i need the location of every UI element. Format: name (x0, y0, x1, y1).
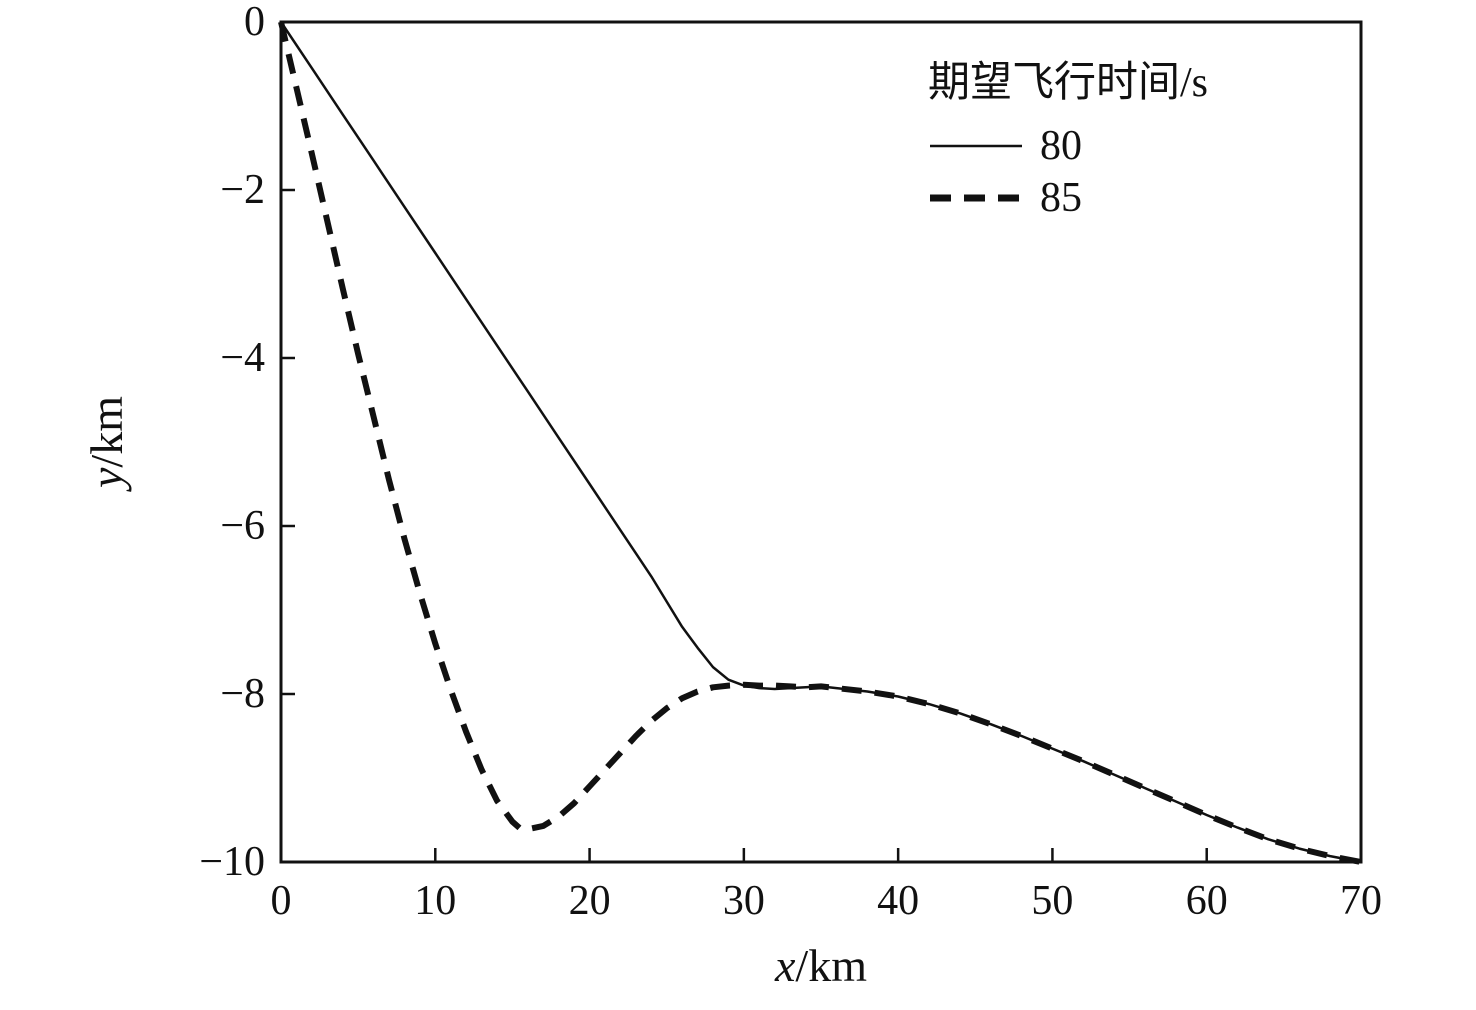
legend-title: 期望飞行时间/s (928, 60, 1209, 106)
legend-entry-label: 80 (1040, 123, 1082, 170)
y-tick-label: −8 (220, 671, 265, 717)
x-axis-label-unit: /km (795, 940, 867, 991)
y-tick-label: −4 (220, 335, 265, 381)
y-tick-label: −6 (220, 503, 265, 549)
legend-entry-solid: 80 (928, 120, 1208, 172)
y-axis-label-unit: /km (81, 396, 132, 468)
y-tick-label: −2 (220, 167, 265, 213)
series-line-85 (278, 21, 1362, 865)
legend-entry-dashed: 85 (928, 172, 1208, 224)
y-tick-label: −10 (199, 839, 265, 885)
legend: 期望飞行时间/s 80 85 (928, 60, 1208, 224)
x-tick-label: 40 (877, 878, 920, 924)
x-tick-label: 0 (270, 878, 292, 924)
x-tick-label: 10 (414, 878, 457, 924)
y-axis-label-variable: y (81, 467, 132, 488)
x-axis-label-variable: x (775, 940, 796, 991)
x-tick-label: 70 (1340, 878, 1382, 924)
x-tick-label: 50 (1031, 878, 1074, 924)
x-tick-label: 30 (722, 878, 765, 924)
x-axis-label: x/km (775, 943, 867, 989)
y-axis-label: y/km (81, 396, 132, 488)
legend-solid-line-sample (930, 144, 1022, 148)
y-tick-label: 0 (244, 0, 265, 45)
x-tick-label: 20 (568, 878, 611, 924)
legend-dashed-line-sample (930, 194, 1022, 202)
x-tick-label: 60 (1185, 878, 1228, 924)
legend-entry-label: 85 (1040, 175, 1082, 222)
axes-frame (279, 20, 1363, 864)
